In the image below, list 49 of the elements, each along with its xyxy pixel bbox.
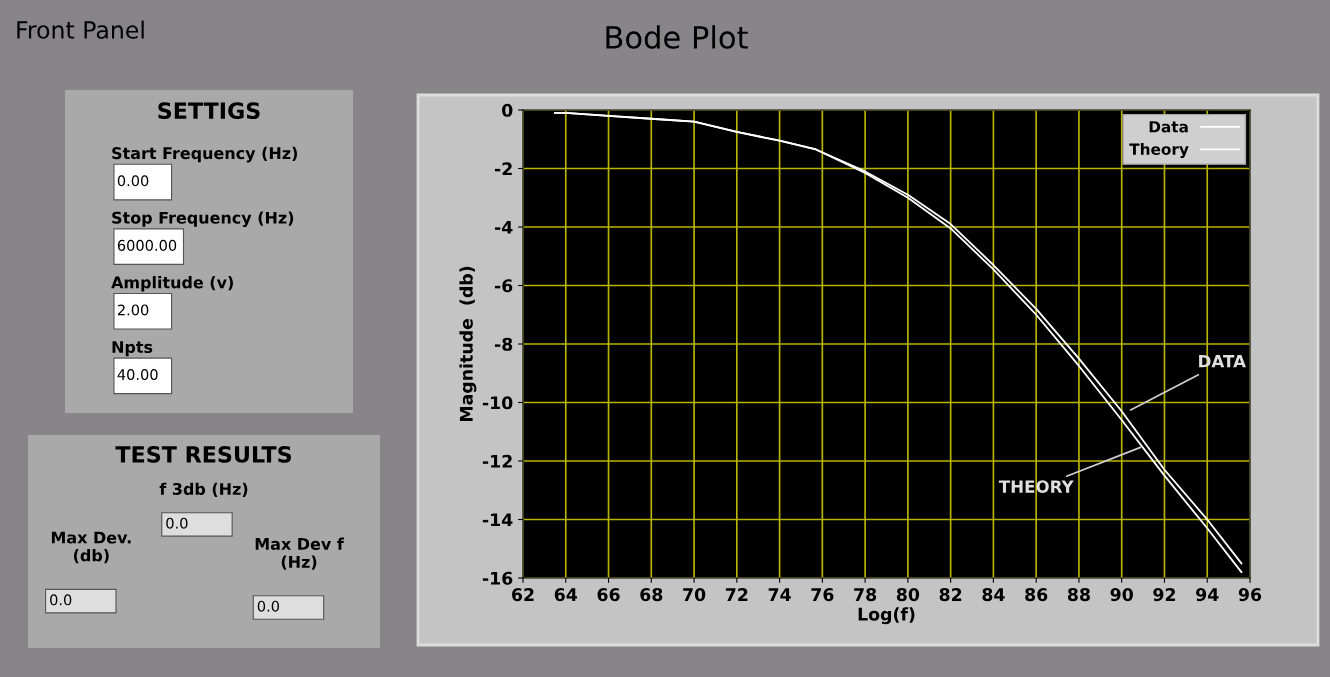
text: Amplitude (v) [111,276,233,292]
x-axis-title: Log(f) [858,607,915,625]
legend-label: Data [1149,121,1188,133]
text: SETTIGS [158,102,260,120]
y-tick-label: -12 [482,454,512,468]
x-tick-label: 94 [1196,588,1219,602]
x-tick-label: 96 [1238,588,1262,602]
x-tick-label: 70 [683,588,706,602]
x-tick-label: 78 [854,588,877,602]
y-tick-label: -10 [482,396,513,410]
x-tick-label: 88 [1067,588,1090,602]
x-tick-label: 82 [939,588,962,602]
text: Npts [112,341,153,357]
x-tick-label: 92 [1153,588,1176,602]
y-tick-label: -14 [482,513,513,527]
x-tick-label: 66 [597,588,620,602]
text: 0.0 [50,594,72,606]
x-tick-label: 74 [768,588,791,601]
y-tick-label: -6 [494,279,513,293]
x-tick-label: 90 [1110,588,1133,602]
x-tick-label: 86 [1025,588,1048,602]
text: TEST RESULTS [115,445,291,463]
y-tick-label: -16 [482,571,513,585]
text: Front Panel [17,20,144,39]
x-tick-label: 68 [640,588,663,602]
x-tick-label: 80 [896,588,920,602]
text: 0.0 [166,517,188,529]
y-tick-label: -4 [494,220,513,234]
text: 0.0 [257,600,280,612]
y-tick-label: -2 [494,162,512,176]
x-tick-label: 62 [512,588,534,602]
x-tick-label: 76 [811,588,834,602]
text: 0.00 [117,175,149,187]
text: Stop Frequency (Hz) [112,211,294,227]
chart-title: Bode Plot [606,25,748,49]
text: Max Dev. (db) [51,531,131,564]
text: 2.00 [117,304,149,316]
x-tick-label: 72 [725,588,748,601]
text: f 3db (Hz) [159,482,248,497]
y-tick-label: -8 [494,337,513,351]
legend-label: Theory [1129,143,1189,159]
text: 40.00 [117,369,158,381]
text: Start Frequency (Hz) [112,146,298,163]
x-tick-label: 64 [554,588,578,602]
x-tick-label: 84 [982,588,1005,602]
text: Max Dev f (Hz) [255,537,344,570]
y-tick-label: 0 [502,103,513,117]
text: 6000.00 [117,239,177,251]
y-axis-title: Magnitude (db) [459,266,477,422]
